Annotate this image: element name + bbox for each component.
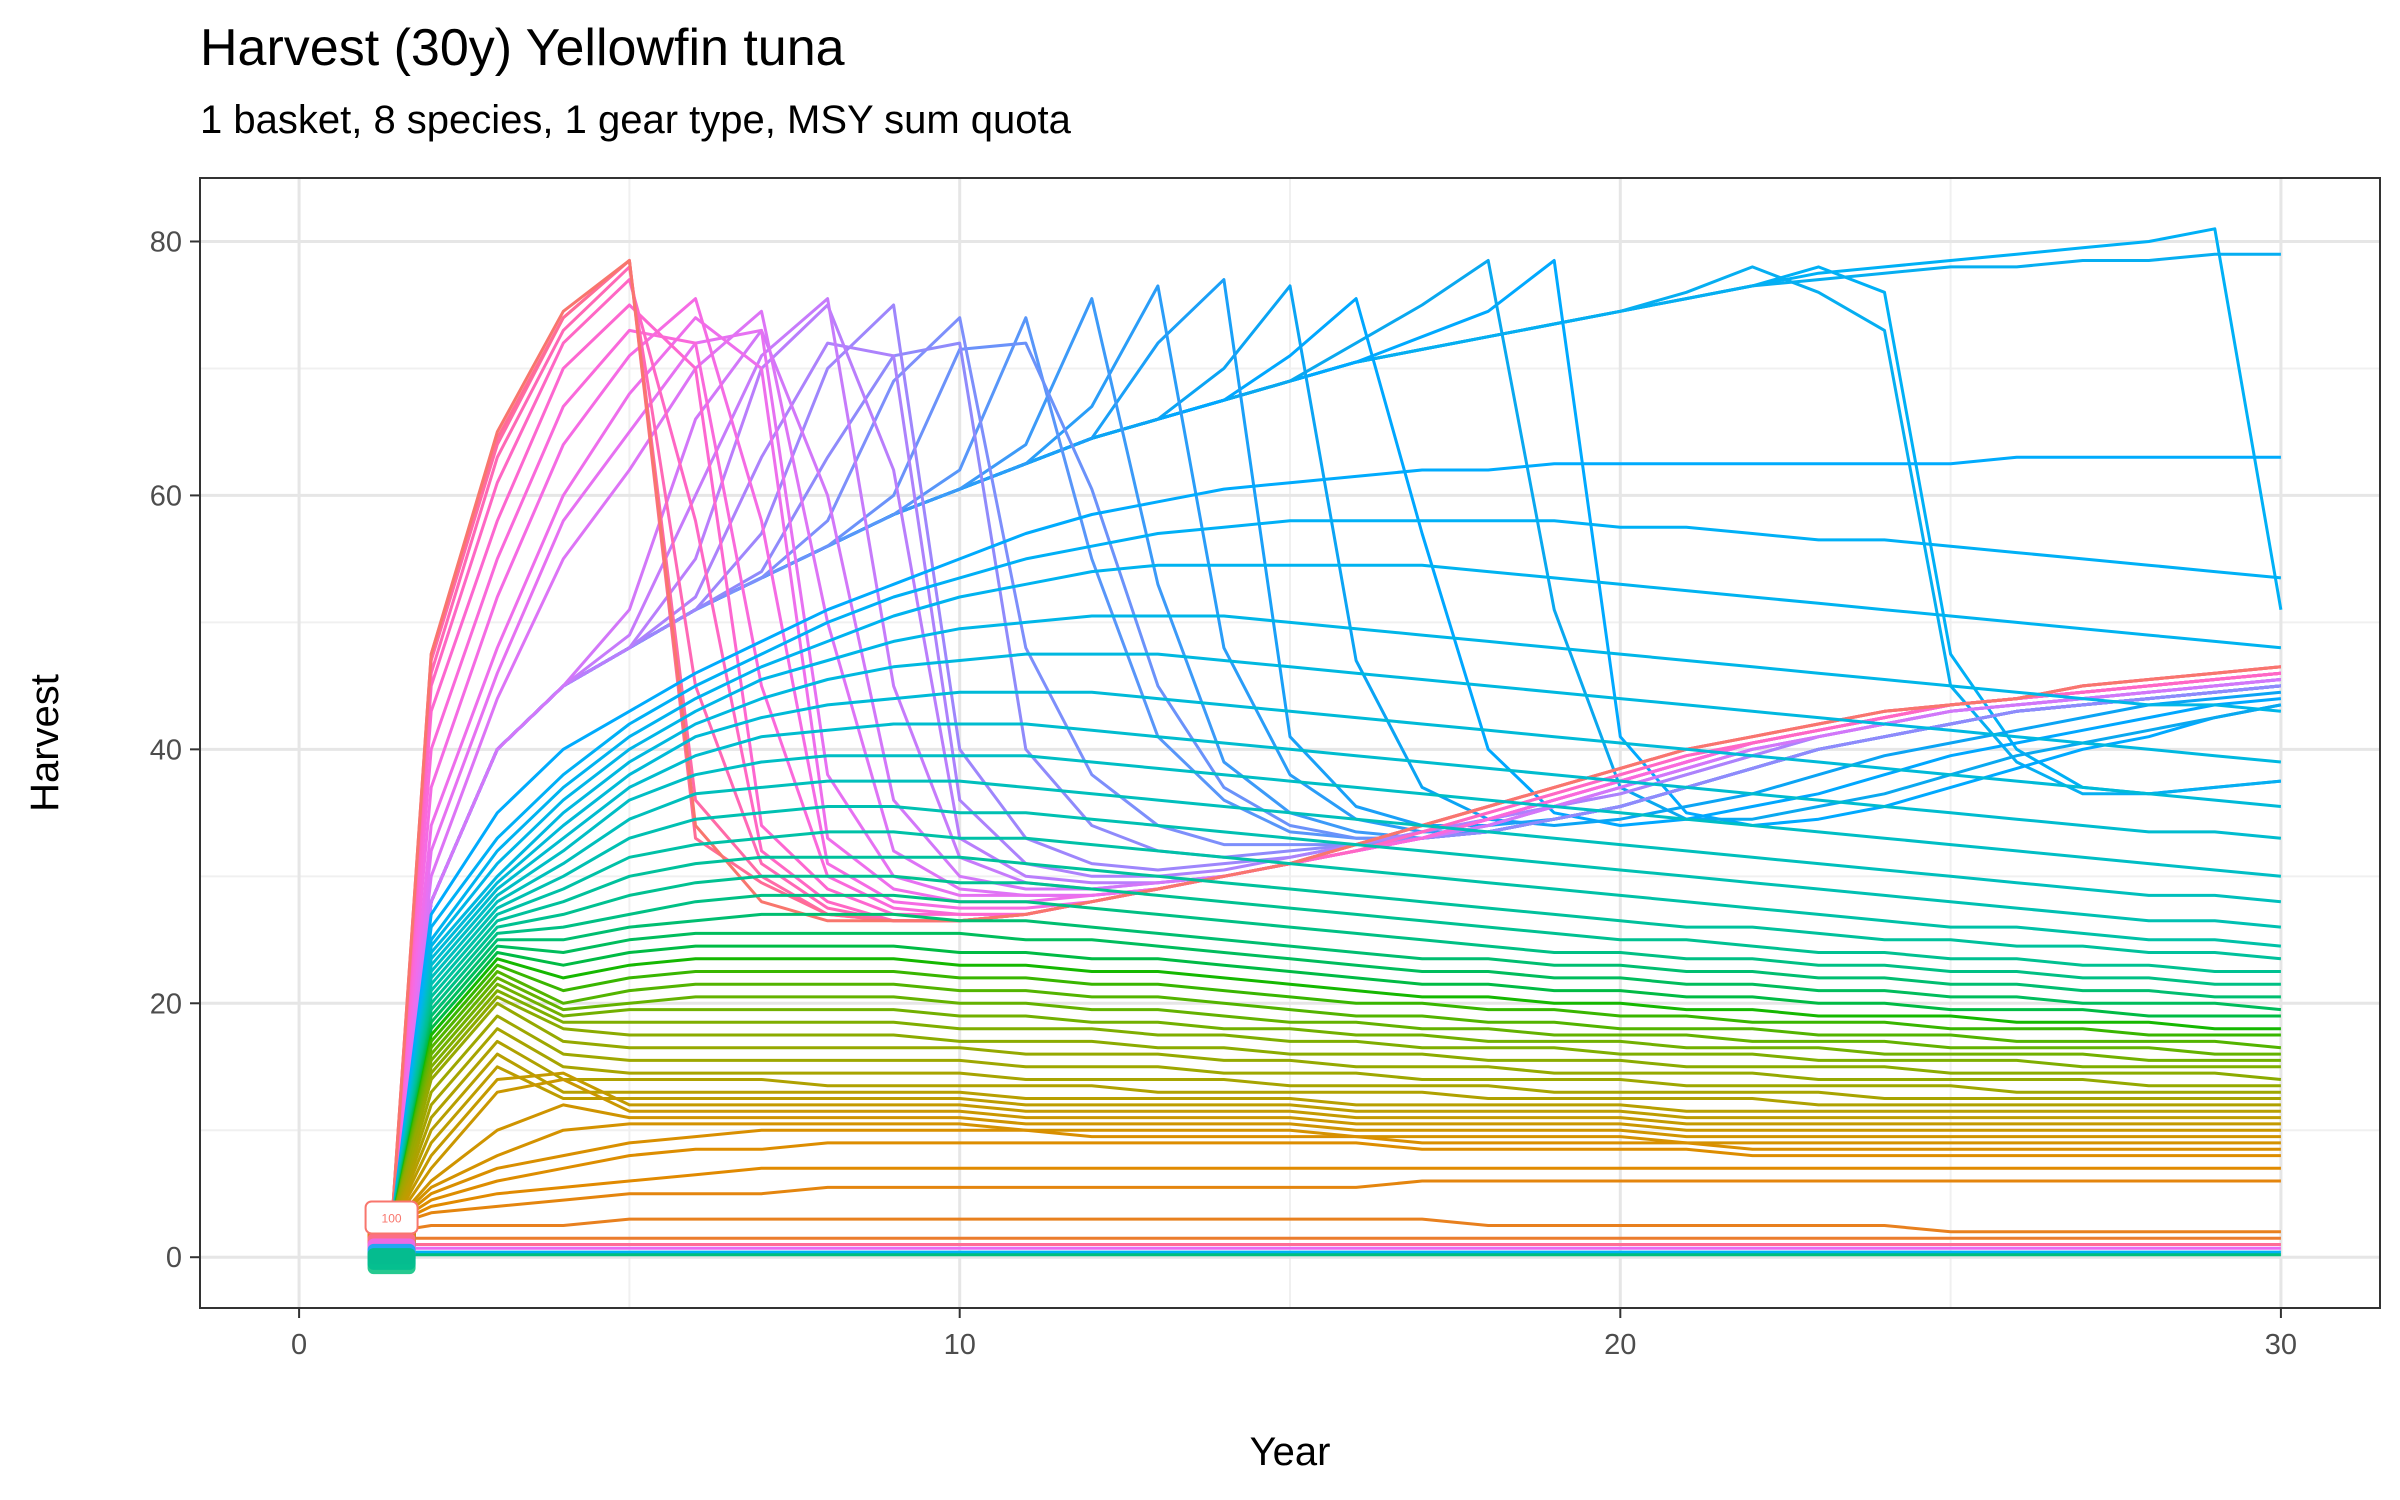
- series-line: [390, 944, 2281, 1226]
- series-line: [390, 995, 2282, 1226]
- series-line: [390, 874, 2281, 1226]
- y-tick-label: 0: [166, 1242, 182, 1274]
- series-line: [390, 970, 2282, 1226]
- series-line: [391, 1179, 2281, 1227]
- series-line: [390, 1039, 2281, 1227]
- y-axis-title: Harvest: [23, 674, 67, 812]
- annotation-box: [364, 1200, 419, 1235]
- series-line: [390, 722, 2282, 1226]
- series-line: [390, 1141, 2281, 1227]
- x-tick-label: 20: [1604, 1329, 1636, 1361]
- x-tick-label: 0: [291, 1329, 307, 1361]
- series-line: [391, 1217, 2281, 1234]
- series-line: [390, 227, 2283, 1226]
- series-line: [390, 805, 2282, 1226]
- series-line: [390, 754, 2282, 1226]
- start-marker: [367, 1248, 416, 1275]
- annotation-label: 100: [382, 1211, 402, 1225]
- series-line: [390, 830, 2282, 1226]
- series-line: [390, 912, 2281, 1226]
- series-line: [390, 1122, 2281, 1227]
- start-markers: 100: [364, 1200, 419, 1275]
- series-line: [390, 614, 2282, 1226]
- series-line: [390, 1065, 2281, 1227]
- series-line: [390, 1071, 2281, 1227]
- grid-lines: [200, 178, 2380, 1308]
- series-line: [390, 989, 2281, 1226]
- x-axis-title: Year: [1250, 1430, 1331, 1474]
- series-line: [390, 1166, 2281, 1227]
- series-line: [390, 1103, 2281, 1227]
- series-line: [390, 1001, 2281, 1226]
- series-line: [390, 690, 2282, 1226]
- y-tick-label: 20: [150, 988, 182, 1020]
- series-line: [390, 931, 2282, 1226]
- series-line: [390, 563, 2282, 1226]
- series-line: [390, 455, 2281, 1226]
- series-line: [390, 893, 2281, 1226]
- series-line: [390, 982, 2281, 1226]
- series-line: [390, 519, 2282, 1226]
- plot-panel-border: [199, 177, 2381, 1309]
- series-line: [390, 957, 2281, 1226]
- chart-title: Harvest (30y) Yellowfin tuna: [200, 19, 845, 77]
- series-line: [390, 855, 2282, 1226]
- x-tick-label: 30: [2265, 1329, 2297, 1361]
- y-tick-label: 60: [150, 480, 182, 512]
- series-line: [390, 1052, 2281, 1227]
- series-line: [390, 1128, 2281, 1227]
- series-line: [390, 1027, 2281, 1226]
- series-line: [390, 1014, 2281, 1226]
- series-line: [390, 976, 2281, 1226]
- x-tick-label: 10: [944, 1329, 976, 1361]
- series-group: [390, 227, 2283, 1257]
- series-line: [390, 963, 2281, 1226]
- y-tick-label: 80: [150, 226, 182, 258]
- chart-subtitle: 1 basket, 8 species, 1 gear type, MSY su…: [200, 98, 1071, 142]
- y-tick-label: 40: [150, 734, 182, 766]
- series-line: [390, 1078, 2281, 1227]
- axis-ticks: 0 10 20 30 0 20 40 60 80: [150, 226, 2297, 1361]
- series-line: [390, 779, 2282, 1226]
- series-line: [390, 652, 2282, 1226]
